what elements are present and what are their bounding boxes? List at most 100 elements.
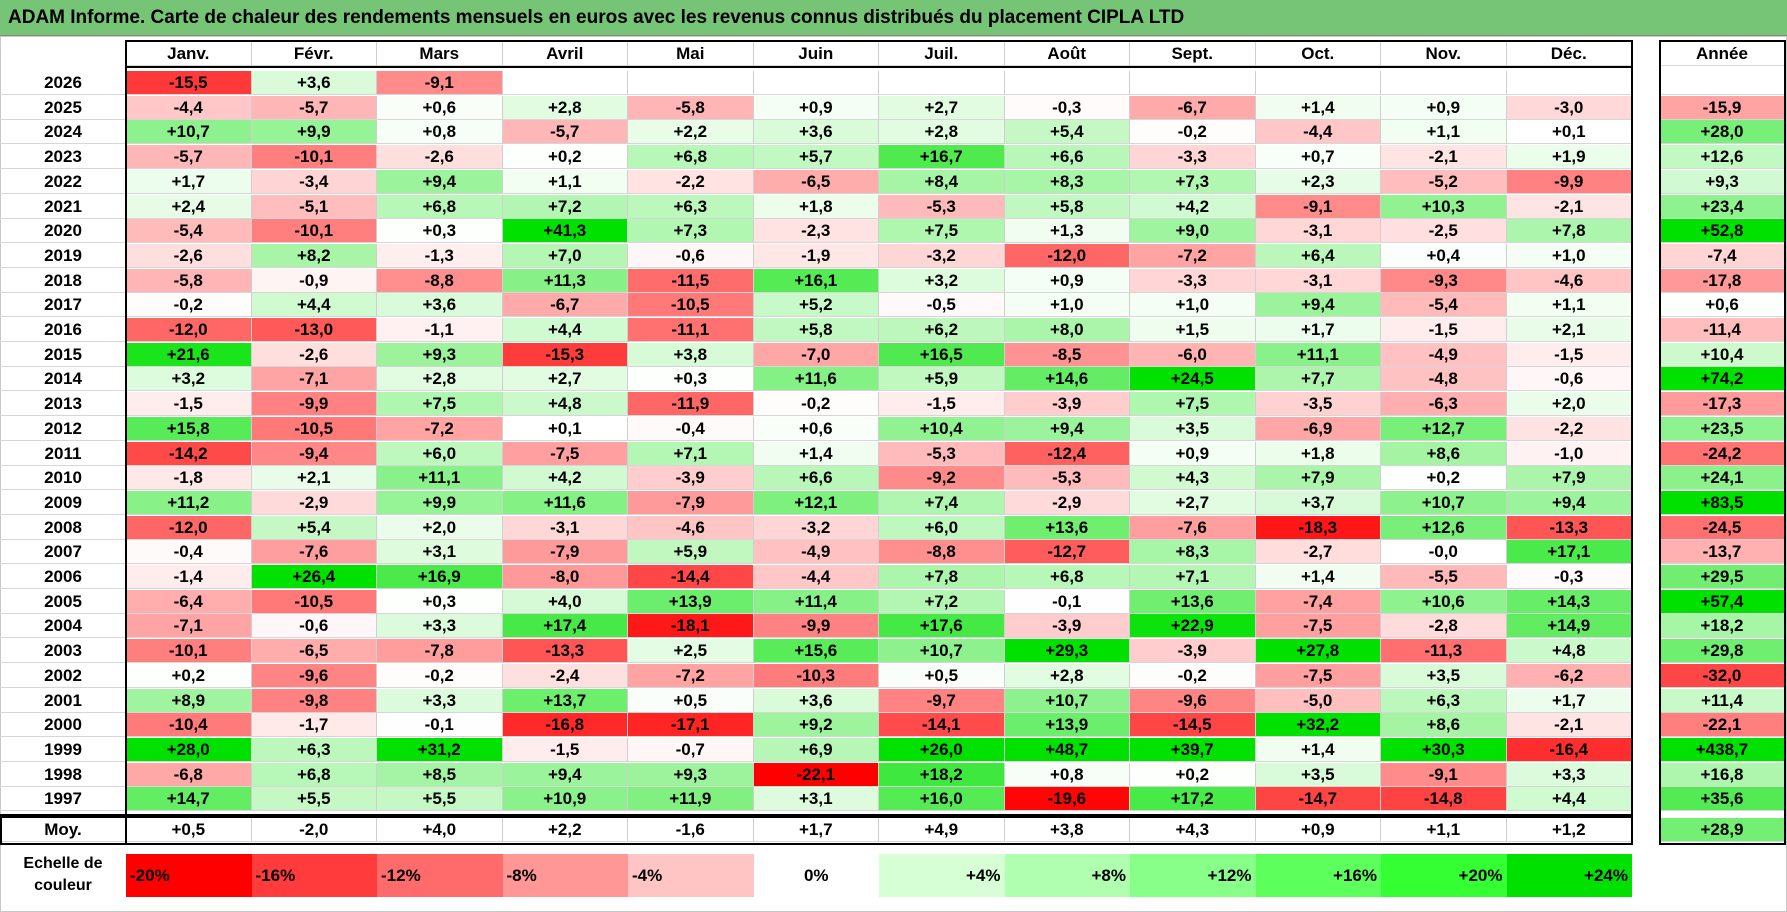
heatmap-cell: +3,3 xyxy=(377,688,503,713)
heatmap-cell: -12,0 xyxy=(126,515,252,540)
heatmap-cell: +2,8 xyxy=(1004,663,1130,688)
heatmap-cell: +5,5 xyxy=(251,787,377,812)
heatmap-cell: -0,1 xyxy=(377,713,503,738)
average-cell: +0,9 xyxy=(1255,818,1381,842)
heatmap-cell: +1,8 xyxy=(753,194,879,219)
heatmap-cell: -4,6 xyxy=(628,515,754,540)
heatmap-cell: +11,9 xyxy=(628,787,754,812)
color-scale-step: -12% xyxy=(377,854,503,897)
heatmap-cell: +12,1 xyxy=(753,490,879,515)
heatmap-cell: +6,8 xyxy=(1004,565,1130,589)
heatmap-cell: -14,8 xyxy=(1381,787,1507,812)
heatmap-cell: +8,3 xyxy=(1004,169,1130,194)
annual-cell: +18,2 xyxy=(1660,614,1785,639)
heatmap-cell: +6,8 xyxy=(251,762,377,787)
color-scale-step: -8% xyxy=(502,854,628,897)
row-year-label: 1997 xyxy=(0,787,126,812)
annual-cell: +23,4 xyxy=(1660,194,1785,219)
heatmap-cell: +0,3 xyxy=(377,589,503,614)
heatmap-cell: +1,1 xyxy=(1506,293,1632,318)
heatmap-cell: -6,7 xyxy=(502,293,628,318)
heatmap-cell: +12,6 xyxy=(1381,515,1507,540)
row-year-label: 2025 xyxy=(0,96,126,120)
heatmap-cell: +7,5 xyxy=(879,219,1005,244)
column-header: Déc. xyxy=(1506,42,1632,66)
annual-cell: -17,8 xyxy=(1660,268,1785,293)
annual-cell: -24,5 xyxy=(1660,515,1785,540)
heatmap-cell xyxy=(879,71,1005,95)
column-header: Avril xyxy=(502,42,628,66)
heatmap-cell: +7,3 xyxy=(1130,169,1256,194)
heatmap-cell: +17,6 xyxy=(879,614,1005,639)
heatmap-cell: +0,8 xyxy=(1004,762,1130,787)
annual-cell: -11,4 xyxy=(1660,318,1785,342)
heatmap-cell: +9,4 xyxy=(377,169,503,194)
row-year-label: 2020 xyxy=(0,219,126,244)
heatmap-cell: -10,4 xyxy=(126,713,252,738)
heatmap-cell: -2,6 xyxy=(251,342,377,367)
heatmap-cell: +11,1 xyxy=(377,466,503,491)
heatmap-cell: -6,4 xyxy=(126,589,252,614)
heatmap-cell: +1,9 xyxy=(1506,145,1632,170)
heatmap-cell: +5,2 xyxy=(753,293,879,318)
heatmap-cell: +8,5 xyxy=(377,762,503,787)
heatmap-cell: +3,6 xyxy=(753,120,879,145)
average-cell: +4,9 xyxy=(879,818,1005,842)
heatmap-cell: -1,9 xyxy=(753,243,879,268)
heatmap-cell: +3,1 xyxy=(377,540,503,565)
average-cell: +1,7 xyxy=(753,818,879,842)
heatmap-cell: +0,1 xyxy=(1506,120,1632,145)
annual-cell: -17,3 xyxy=(1660,392,1785,417)
heatmap-cell: -13,3 xyxy=(1506,515,1632,540)
heatmap-cell: -4,4 xyxy=(126,95,252,120)
heatmap-cell: +15,8 xyxy=(126,416,252,441)
heatmap-cell: +13,7 xyxy=(502,688,628,713)
color-scale-step: -4% xyxy=(628,854,754,897)
row-year-label: 2008 xyxy=(0,516,126,540)
heatmap-cell: +0,2 xyxy=(1381,466,1507,491)
heatmap-cell: -11,3 xyxy=(1381,639,1507,664)
heatmap-cell: +7,2 xyxy=(502,194,628,219)
heatmap-cell: -9,9 xyxy=(1506,169,1632,194)
annual-cell: +24,1 xyxy=(1660,466,1785,491)
annual-cell: +52,8 xyxy=(1660,219,1785,244)
average-cell: -2,0 xyxy=(251,818,377,842)
heatmap-cell: +2,0 xyxy=(377,515,503,540)
heatmap-cell: -13,0 xyxy=(251,318,377,342)
heatmap-cell: +16,0 xyxy=(879,787,1005,812)
heatmap-cell: -0,2 xyxy=(1130,120,1256,145)
heatmap-cell: +6,3 xyxy=(251,737,377,762)
heatmap-cell: +0,3 xyxy=(377,219,503,244)
heatmap-cell: +14,6 xyxy=(1004,367,1130,392)
heatmap-cell: +0,9 xyxy=(1130,441,1256,466)
heatmap-cell: +7,9 xyxy=(1255,466,1381,491)
heatmap-cell: -0,9 xyxy=(251,268,377,293)
heatmap-cell: +0,5 xyxy=(628,688,754,713)
heatmap-cell: +4,0 xyxy=(502,589,628,614)
heatmap-cell: -9,1 xyxy=(1255,194,1381,219)
heatmap-cell: -5,3 xyxy=(879,441,1005,466)
heatmap-cell: +5,4 xyxy=(251,515,377,540)
heatmap-cell: +7,9 xyxy=(1506,466,1632,491)
annual-cell: +83,5 xyxy=(1660,490,1785,515)
heatmap-cell: +7,0 xyxy=(502,243,628,268)
heatmap-cell: -8,0 xyxy=(502,565,628,589)
heatmap-cell: -7,4 xyxy=(1255,589,1381,614)
heatmap-cell: +1,0 xyxy=(1506,243,1632,268)
row-year-label: 2001 xyxy=(0,689,126,713)
heatmap-cell: +3,5 xyxy=(1381,663,1507,688)
heatmap-cell: +2,7 xyxy=(1130,490,1256,515)
heatmap-cell: +3,2 xyxy=(879,268,1005,293)
color-scale-step: +24% xyxy=(1506,854,1632,897)
heatmap-cell: +7,3 xyxy=(628,219,754,244)
heatmap-cell: +30,3 xyxy=(1381,737,1507,762)
column-header: Juil. xyxy=(879,42,1005,66)
heatmap-cell: -4,6 xyxy=(1506,268,1632,293)
heatmap-cell: -2,1 xyxy=(1381,145,1507,170)
heatmap-cell: -1,3 xyxy=(377,243,503,268)
heatmap-cell: +5,8 xyxy=(753,318,879,342)
heatmap-cell: +7,5 xyxy=(1130,392,1256,417)
heatmap-cell: +18,2 xyxy=(879,762,1005,787)
annual-cell: +23,5 xyxy=(1660,416,1785,441)
column-header: Oct. xyxy=(1255,42,1381,66)
